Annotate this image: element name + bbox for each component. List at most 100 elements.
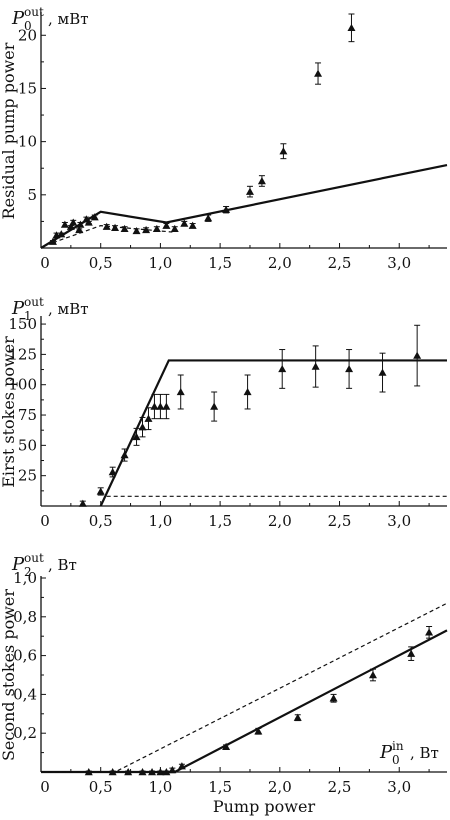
data-point [138,768,147,776]
data-point [76,220,85,228]
data-point [142,225,151,234]
data-point [162,221,171,229]
data-point [278,364,287,373]
data-point [84,768,93,776]
x-tick-label: 1,5 [208,512,232,530]
panel-label-sub: 1 [24,309,32,323]
data-point [96,487,105,495]
data-point [156,768,165,776]
x-tick-label: 0 [40,778,50,796]
y-tick-label: 75 [18,406,37,424]
y-tick-label: 1,0 [13,569,37,587]
x-axis-label: Pump power [213,797,316,816]
y-tick-label: 10 [18,133,37,151]
panel-label-unit: , Вт [48,556,77,574]
x-tick-label: 0,5 [89,778,113,796]
y-axis-label: Residual pump power [0,42,18,219]
x-label-right-sub: 0 [392,753,400,767]
panel-1: 0 0,5 1,0 1,5 2,0 2,5 3,0 25 50 75 100 125 150 Eirst … [0,295,447,530]
x-label-right-symbol: P [379,742,393,763]
panel-label-sub: 2 [24,565,32,579]
y-tick-label: 0,4 [13,685,37,703]
x-tick-label: 0 [40,254,50,272]
x-tick-label: 3,0 [387,512,411,530]
data-point [162,768,171,776]
panel-label-sub: 0 [24,19,32,33]
data-point [57,230,66,238]
data-point [180,219,189,227]
y-tick-label: 15 [18,79,37,97]
x-tick-label: 1,5 [208,254,232,272]
data-point [314,69,323,77]
data-point [144,414,153,422]
data-point [222,742,231,750]
x-tick-label: 2,0 [268,778,292,796]
data-point [162,402,171,410]
data-point [102,222,111,230]
solid-model-line [99,359,447,507]
data-point [156,402,165,410]
data-point [75,225,84,234]
data-point [84,218,93,226]
data-point [222,205,231,213]
x-tick-label: 0,5 [89,254,113,272]
x-tick-label: 1,0 [148,512,172,530]
y-tick-label: 5 [27,186,37,204]
data-point [293,713,302,721]
panel-label-sup: out [24,5,44,19]
solid-model-line [40,163,448,249]
data-point [311,362,320,370]
y-axis-label: Eirst stokes power [0,336,18,488]
x-label-right-sup: in [392,739,404,753]
data-point [170,224,179,233]
data-point [120,451,129,459]
panel-label-sup: out [24,295,44,309]
data-point [124,768,133,776]
data-point [78,499,87,507]
x-tick-label: 1,0 [148,778,172,796]
dashed-model-line [41,602,448,773]
panel-label-symbol: P [11,298,25,319]
data-point [188,221,197,229]
y-tick-label: 50 [18,436,37,454]
x-tick-label: 2,0 [268,254,292,272]
data-point [60,220,69,228]
data-point [329,694,338,702]
y-tick-label: 20 [18,26,37,44]
x-tick-label: 2,5 [328,778,352,796]
data-point [413,351,422,359]
data-point [210,402,219,410]
y-tick-label: 150 [8,315,37,333]
data-point [132,226,141,235]
panel-label-unit: , мВт [48,300,89,318]
y-tick-label: 25 [18,467,37,485]
data-point [108,468,117,476]
y-tick-label: 125 [8,345,37,363]
data-point [204,214,213,222]
x-tick-label: 1,5 [208,778,232,796]
data-point [111,223,120,231]
x-tick-label: 0 [40,512,50,530]
data-point [245,187,254,195]
data-point [150,402,159,410]
data-point [168,766,177,774]
data-point [368,671,377,679]
x-tick-label: 2,5 [328,254,352,272]
x-tick-label: 0,5 [89,512,113,530]
data-point [407,649,416,657]
data-point [378,368,387,376]
data-point [345,364,354,373]
panel-label-unit: , мВт [48,10,89,28]
data-point [425,628,434,636]
panel-2: 0 0,5 1,0 1,5 2,0 2,5 3,0 0,2 0,4 0,6 0,8 1,0 Second… [0,551,448,816]
data-point [176,387,185,396]
data-point [257,176,266,185]
panel-label-symbol: P [11,554,25,575]
data-point [66,222,75,230]
x-tick-label: 3,0 [387,778,411,796]
data-point [279,147,288,155]
data-point [177,762,186,770]
data-point [347,23,356,32]
